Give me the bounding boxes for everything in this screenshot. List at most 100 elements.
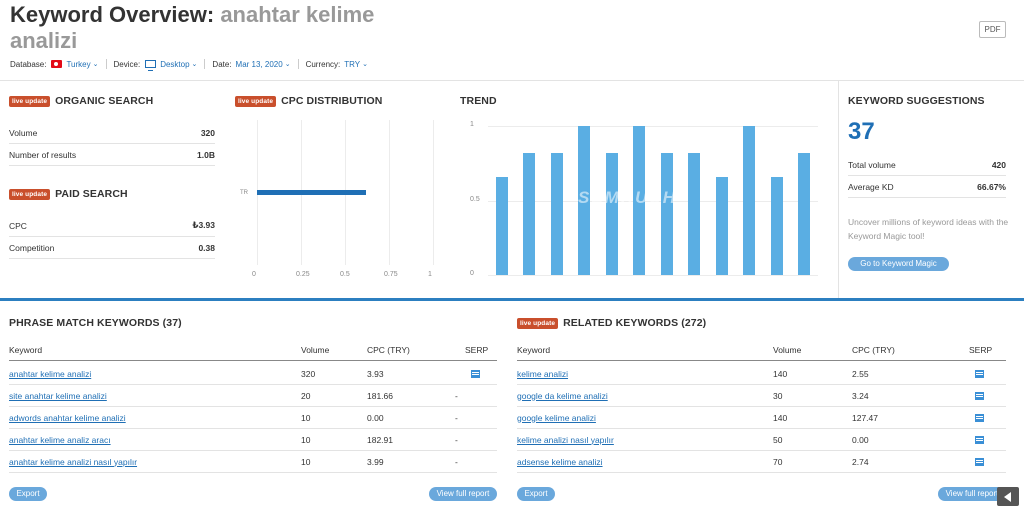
serp-icon[interactable]	[975, 457, 984, 466]
y-tick-label: 0.5	[470, 195, 480, 203]
title-prefix: Keyword Overview:	[10, 2, 215, 27]
database-filter[interactable]: Database: Turkey ⌄	[10, 60, 99, 69]
live-update-badge: live update	[517, 317, 559, 329]
serp-icon[interactable]	[975, 369, 984, 378]
paid-competition-row: Competition 0.38	[9, 237, 215, 259]
keyword-link[interactable]: google kelime analizi	[517, 412, 596, 423]
gridline	[488, 200, 818, 202]
column-header[interactable]: CPC (TRY)	[367, 344, 410, 355]
column-header[interactable]: SERP	[969, 344, 993, 355]
trend-bar[interactable]	[605, 152, 618, 275]
table-row: anahtar kelime analiz aracı 10 182.91 -	[9, 429, 497, 451]
volume-cell: 140	[773, 412, 788, 423]
phrase-export-button[interactable]: Export	[9, 487, 47, 501]
table-row: kelime analizi nasıl yapılır 50 0.00	[517, 429, 1006, 451]
column-header[interactable]: Keyword	[9, 344, 43, 355]
trend-bar[interactable]	[633, 126, 646, 275]
keyword-link[interactable]: adsense kelime analizi	[517, 456, 603, 467]
gridline	[389, 120, 390, 265]
serp-cell: -	[455, 456, 458, 467]
keyword-link[interactable]: kelime analizi	[517, 368, 569, 379]
keyword-link[interactable]: anahtar kelime analizi	[9, 368, 92, 379]
cpc-cell: 182.91	[367, 434, 393, 445]
divider	[297, 59, 299, 69]
organic-results-row: Number of results 1.0B	[9, 144, 215, 166]
date-label: Date:	[212, 59, 232, 69]
divider	[105, 59, 107, 69]
pdf-button[interactable]: PDF	[979, 21, 1006, 38]
filter-bar: Database: Turkey ⌄ Device: Desktop ⌄ Dat…	[10, 59, 368, 71]
keyword-link[interactable]: kelime analizi nasıl yapılır	[517, 434, 614, 445]
serp-cell: -	[455, 390, 458, 401]
column-header[interactable]: Volume	[773, 344, 802, 355]
chevron-down-icon: ⌄	[92, 61, 99, 68]
related-view-full-report-button[interactable]: View full report	[938, 487, 1006, 501]
table-row: anahtar kelime analizi nasıl yapılır 10 3.…	[9, 451, 497, 473]
device-filter[interactable]: Device: Desktop ⌄	[114, 60, 198, 71]
phrase-view-full-report-button[interactable]: View full report	[429, 487, 497, 501]
paid-cpc-row: CPC ₺3.93	[9, 215, 215, 237]
table-row: adsense kelime analizi 70 2.74	[517, 451, 1006, 473]
serp-icon[interactable]	[471, 369, 480, 378]
live-update-badge: live update	[235, 95, 277, 107]
column-header[interactable]: Volume	[301, 344, 330, 355]
trend-bar[interactable]	[798, 152, 811, 275]
chevron-down-icon: ⌄	[362, 61, 368, 68]
volume-cell: 320	[301, 368, 316, 379]
related-export-button[interactable]: Export	[517, 487, 555, 501]
keyword-link[interactable]: google da kelime analizi	[517, 390, 608, 401]
related-keywords-table: Keyword Volume CPC (TRY) SERP kelime analizi…	[517, 339, 1006, 479]
organic-search-title: live update ORGANIC SEARCH	[9, 95, 153, 107]
cpc-bar[interactable]	[257, 190, 367, 195]
serp-icon[interactable]	[975, 413, 984, 422]
trend-bar[interactable]	[770, 176, 783, 275]
x-tick-label: 1	[428, 271, 432, 278]
trend-bar[interactable]	[550, 152, 563, 275]
trend-bar[interactable]	[715, 176, 728, 275]
cpc-cell: 0.00	[852, 434, 869, 445]
volume-cell: 10	[301, 412, 311, 423]
keyword-link[interactable]: anahtar kelime analizi nasıl yapılır	[9, 456, 138, 467]
cpc-cell: 181.66	[367, 390, 393, 401]
table-header: Keyword Volume CPC (TRY) SERP	[517, 339, 1006, 361]
trend-bar[interactable]	[578, 126, 591, 275]
suggestions-count[interactable]: 37	[848, 118, 875, 145]
trend-title: TREND	[460, 95, 497, 107]
currency-filter[interactable]: Currency: TRY ⌄	[306, 60, 368, 69]
column-header[interactable]: CPC (TRY)	[852, 344, 895, 355]
cpc-cell: 2.55	[852, 368, 869, 379]
volume-cell: 20	[301, 390, 311, 401]
keyword-magic-button[interactable]: Go to Keyword Magic	[848, 257, 949, 271]
y-tick-label: 0	[470, 270, 474, 277]
chevron-down-icon: ⌄	[191, 61, 198, 68]
x-tick-label: 0.75	[384, 271, 398, 278]
serp-cell: -	[455, 412, 458, 423]
date-filter[interactable]: Date: Mar 13, 2020 ⌄	[212, 60, 290, 69]
y-tick-label: 1	[470, 121, 474, 128]
cpc-cell: 2.74	[852, 456, 869, 467]
trend-bar[interactable]	[660, 152, 673, 275]
keyword-link[interactable]: site anahtar kelime analizi	[9, 390, 107, 401]
trend-bar[interactable]	[743, 126, 756, 275]
serp-icon[interactable]	[975, 391, 984, 400]
serp-icon[interactable]	[975, 435, 984, 444]
collapse-panel-icon[interactable]	[997, 487, 1019, 506]
chevron-down-icon: ⌄	[284, 61, 291, 68]
live-update-badge: live update	[9, 95, 51, 107]
title-keyword: anahtar kelime analizi	[10, 2, 375, 53]
trend-bar[interactable]	[495, 176, 508, 275]
x-tick-label: 0.25	[296, 271, 310, 278]
volume-cell: 70	[773, 456, 783, 467]
database-value: Turkey	[66, 59, 91, 69]
column-header[interactable]: SERP	[465, 344, 489, 355]
column-header[interactable]: Keyword	[517, 344, 551, 355]
semrush-watermark: SEMRUSH	[578, 188, 678, 207]
trend-bar[interactable]	[688, 152, 701, 275]
keyword-link[interactable]: adwords anahtar kelime analizi	[9, 412, 126, 423]
keyword-link[interactable]: anahtar kelime analiz aracı	[9, 434, 111, 445]
table-row: anahtar kelime analizi 320 3.93	[9, 363, 497, 385]
volume-cell: 30	[773, 390, 783, 401]
cpc-cell: 3.99	[367, 456, 384, 467]
paid-search-title: live update PAID SEARCH	[9, 188, 128, 200]
trend-bar[interactable]	[523, 152, 536, 275]
